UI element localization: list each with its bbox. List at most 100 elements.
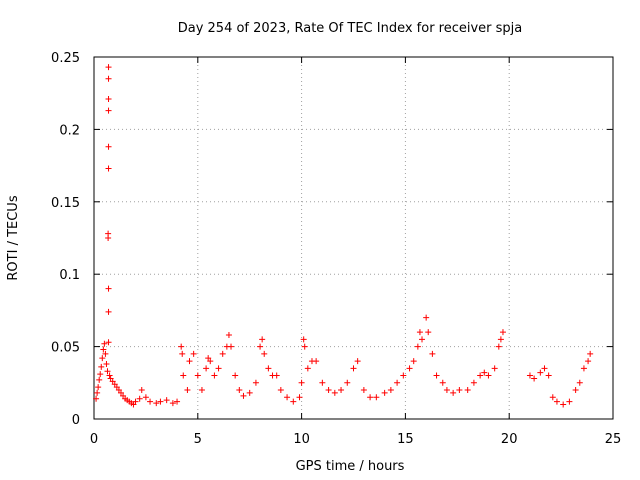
data-point bbox=[97, 371, 104, 378]
data-point bbox=[499, 329, 506, 336]
data-point bbox=[194, 372, 201, 379]
y-tick-label: 0.2 bbox=[59, 123, 80, 138]
data-point bbox=[495, 343, 502, 350]
x-tick-label: 0 bbox=[90, 432, 98, 447]
data-point bbox=[450, 389, 457, 396]
data-point bbox=[236, 387, 243, 394]
data-point bbox=[331, 389, 338, 396]
data-point bbox=[576, 379, 583, 386]
data-point bbox=[354, 358, 361, 365]
data-point bbox=[387, 387, 394, 394]
data-point bbox=[180, 372, 187, 379]
data-point bbox=[147, 398, 154, 405]
data-point bbox=[423, 314, 430, 321]
gridlines bbox=[94, 57, 613, 419]
x-tick-label: 10 bbox=[293, 432, 310, 447]
data-point bbox=[232, 372, 239, 379]
data-point bbox=[184, 387, 191, 394]
data-point bbox=[106, 372, 113, 379]
data-point bbox=[179, 350, 186, 357]
data-point bbox=[545, 372, 552, 379]
data-point bbox=[136, 395, 143, 402]
data-point bbox=[298, 379, 305, 386]
data-point bbox=[419, 336, 426, 343]
data-point bbox=[319, 379, 326, 386]
data-point bbox=[553, 398, 560, 405]
data-point bbox=[301, 343, 308, 350]
data-point bbox=[491, 365, 498, 372]
y-tick-label: 0 bbox=[72, 413, 80, 428]
data-point bbox=[587, 350, 594, 357]
data-point bbox=[198, 387, 205, 394]
data-point bbox=[566, 398, 573, 405]
data-point bbox=[132, 398, 139, 405]
data-point bbox=[290, 398, 297, 405]
data-point bbox=[105, 235, 112, 241]
data-point bbox=[178, 343, 185, 350]
data-point bbox=[394, 379, 401, 386]
data-point bbox=[338, 387, 345, 394]
data-point bbox=[367, 394, 374, 401]
data-point bbox=[246, 389, 253, 396]
data-point bbox=[429, 350, 436, 357]
data-point bbox=[360, 387, 367, 394]
tick-marks bbox=[93, 56, 614, 420]
data-point bbox=[157, 398, 164, 405]
y-tick-labels: 0 0.05 0.1 0.15 0.2 0.25 bbox=[51, 51, 80, 428]
data-point bbox=[105, 64, 112, 71]
data-point bbox=[425, 329, 432, 336]
data-point bbox=[560, 401, 567, 408]
data-points bbox=[93, 64, 594, 408]
data-point bbox=[95, 384, 102, 391]
y-axis-label: ROTI / TECUs bbox=[6, 195, 21, 280]
data-point bbox=[105, 107, 112, 114]
data-point bbox=[526, 372, 533, 379]
y-tick-label: 0.05 bbox=[51, 341, 80, 356]
data-point bbox=[105, 165, 112, 172]
data-point bbox=[153, 400, 160, 407]
data-point bbox=[497, 336, 504, 343]
data-point bbox=[572, 387, 579, 394]
data-point bbox=[273, 372, 280, 379]
data-point bbox=[470, 379, 477, 386]
x-axis-label: GPS time / hours bbox=[296, 459, 405, 474]
data-point bbox=[481, 369, 488, 376]
data-point bbox=[105, 285, 112, 292]
data-point bbox=[406, 365, 413, 372]
data-point bbox=[252, 379, 259, 386]
data-point bbox=[261, 350, 268, 357]
x-tick-label: 15 bbox=[397, 432, 414, 447]
y-tick-label: 0.1 bbox=[59, 268, 80, 283]
data-point bbox=[485, 372, 492, 379]
data-point bbox=[142, 394, 149, 401]
data-point bbox=[265, 365, 272, 372]
data-point bbox=[240, 392, 247, 399]
data-point bbox=[325, 387, 332, 394]
data-point bbox=[105, 339, 112, 346]
data-point bbox=[103, 360, 110, 367]
data-point bbox=[99, 355, 106, 362]
data-point bbox=[549, 394, 556, 401]
data-point bbox=[296, 394, 303, 401]
y-tick-label: 0.15 bbox=[51, 196, 80, 211]
data-point bbox=[225, 332, 232, 339]
data-point bbox=[580, 365, 587, 372]
data-point bbox=[105, 143, 112, 150]
data-point bbox=[101, 340, 108, 347]
data-point bbox=[541, 365, 548, 372]
x-tick-labels: 0 5 10 15 20 25 bbox=[90, 432, 621, 447]
data-point bbox=[100, 346, 107, 353]
data-point bbox=[219, 350, 226, 357]
data-point bbox=[169, 400, 176, 407]
data-point bbox=[344, 379, 351, 386]
data-point bbox=[433, 372, 440, 379]
data-point bbox=[186, 358, 193, 365]
data-point bbox=[416, 329, 423, 336]
data-point bbox=[102, 350, 109, 357]
data-point bbox=[215, 365, 222, 372]
data-point bbox=[96, 376, 103, 383]
data-point bbox=[93, 395, 100, 402]
data-point bbox=[284, 394, 291, 401]
x-tick-label: 25 bbox=[605, 432, 622, 447]
